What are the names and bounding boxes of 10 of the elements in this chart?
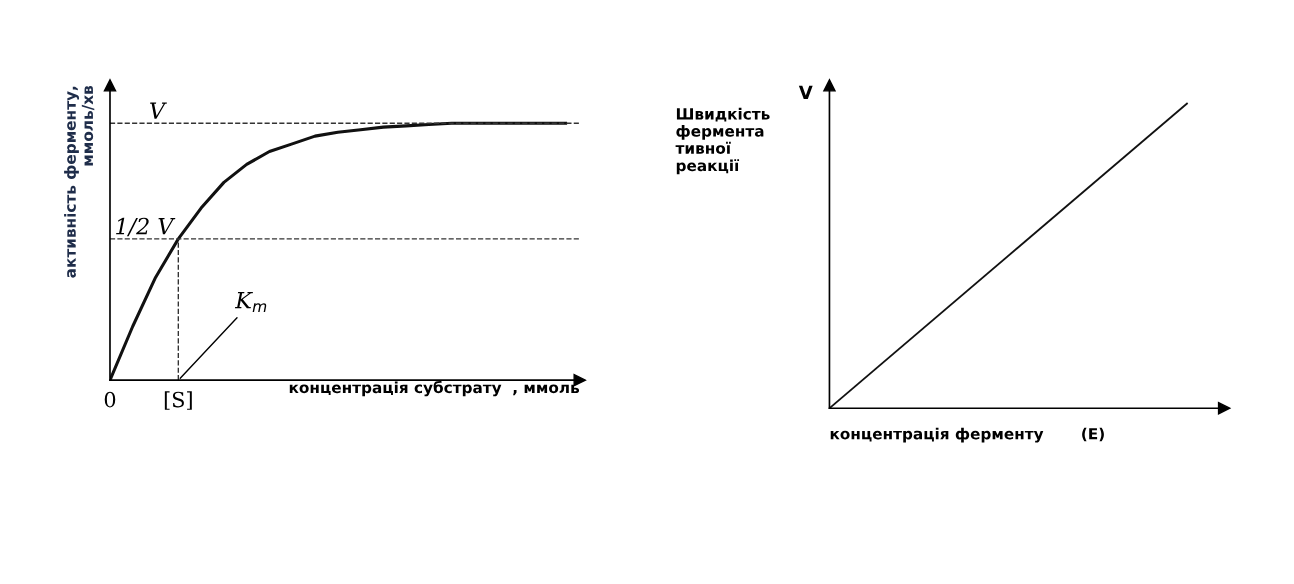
x-tick-label: [S] (164, 391, 192, 410)
annotation: K$_{m}$ (234, 292, 267, 312)
text: V (798, 85, 813, 99)
y-axis-title: Швидкість фермента тивної реакції (675, 107, 770, 175)
x-axis-title: концентрація ферменту (E) (830, 427, 1104, 443)
y-axis-title: активність ферменту, ммоль/хв (64, 85, 95, 278)
ref-line-label: V (150, 102, 167, 119)
x-tick-label: 0 (104, 391, 116, 408)
x-axis-title: концентрація субстрату , ммоль (289, 380, 580, 397)
ref-line-label: 1/2 V (116, 217, 176, 237)
